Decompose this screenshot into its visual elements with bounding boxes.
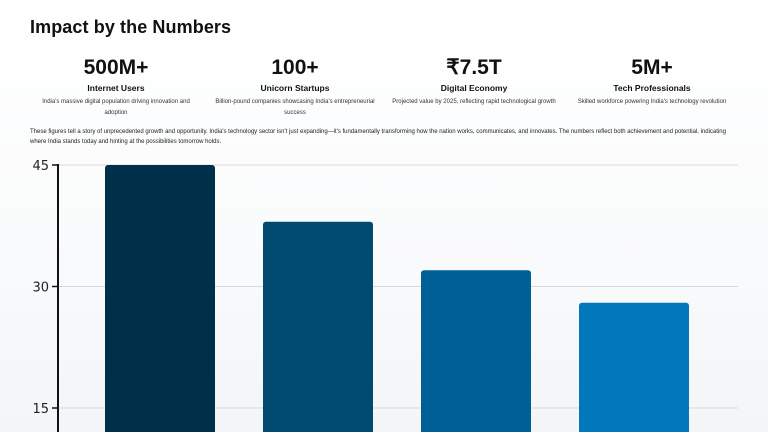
stat-value: 100+ (271, 56, 319, 79)
stat-description: Billion-pound companies showcasing India… (215, 99, 375, 116)
bar-2 (263, 221, 373, 432)
stat-description: Projected value by 2025, reflecting rapi… (392, 99, 556, 105)
stat-label: Tech Professionals (613, 83, 691, 93)
stat-label: Digital Economy (440, 83, 508, 93)
bar-3 (421, 270, 531, 432)
stat-description: India's massive digital population drivi… (42, 99, 190, 116)
stat-card-internet-users: 500M+ Internet Users India's massive dig… (31, 56, 201, 119)
y-tick-label: 45 (32, 159, 49, 174)
stat-card-tech-professionals: 5M+ Tech Professionals Skilled workforce… (567, 56, 737, 108)
stat-card-unicorn-startups: 100+ Unicorn Startups Billion-pound comp… (210, 56, 380, 119)
bar-chart: 15 30 45 (0, 150, 768, 432)
stat-card-digital-economy: ₹7.5T Digital Economy Projected value by… (389, 56, 559, 108)
stat-value: 5M+ (631, 56, 673, 79)
bar-4 (579, 302, 689, 432)
summary-paragraph: These figures tell a story of unpreceden… (30, 129, 726, 145)
stat-label: Unicorn Startups (260, 83, 330, 93)
page-title: Impact by the Numbers (30, 17, 232, 37)
bar-1 (105, 165, 215, 432)
stat-label: Internet Users (87, 83, 145, 93)
bar-chart-svg: 15 30 45 (32, 159, 738, 432)
y-tick-label: 30 (32, 281, 49, 296)
stat-description: Skilled workforce powering India's techn… (577, 99, 727, 105)
y-tick-label: 15 (32, 402, 49, 417)
stats-row: 500M+ Internet Users India's massive dig… (0, 56, 768, 120)
stat-value: 500M+ (83, 56, 149, 79)
stat-value: ₹7.5T (446, 56, 502, 79)
